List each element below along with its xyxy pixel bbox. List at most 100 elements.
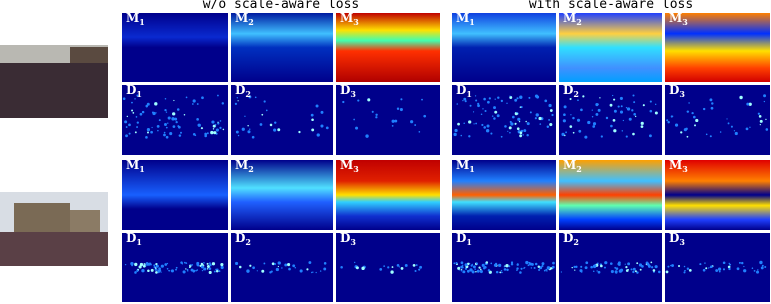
label-base: D — [456, 231, 466, 245]
density-dot — [746, 102, 750, 106]
density-dot — [592, 270, 595, 273]
density-dot — [136, 269, 139, 272]
density-dot — [136, 126, 139, 129]
density-dot — [206, 132, 209, 135]
label-base: D — [669, 83, 679, 97]
density-dot — [204, 132, 207, 136]
density-dot — [596, 270, 598, 272]
density-dot — [275, 267, 279, 272]
heatmap — [452, 160, 556, 230]
density-dot — [259, 123, 263, 126]
density-dot — [261, 113, 264, 116]
density-dot — [247, 130, 251, 134]
density-dot — [464, 100, 467, 103]
density-dot — [650, 261, 653, 264]
density-dot — [479, 269, 483, 274]
density-dot — [323, 262, 327, 265]
label-base: M — [563, 11, 576, 25]
density-dot — [590, 265, 593, 269]
density-dot — [639, 268, 642, 271]
density-dot — [514, 98, 518, 102]
density-dot — [141, 110, 145, 114]
density-dot — [573, 265, 576, 269]
density-dot — [481, 123, 484, 127]
density-dot — [217, 122, 220, 125]
density-dot — [141, 269, 145, 273]
density-dot — [483, 126, 486, 129]
density-dot — [758, 115, 762, 118]
density-dot — [414, 269, 417, 273]
panel-label: D2 — [235, 83, 251, 99]
density-dot — [480, 113, 483, 116]
density-dot — [212, 124, 216, 128]
density-dot — [627, 262, 631, 266]
density-dot — [705, 133, 708, 136]
density-dot — [126, 115, 129, 118]
density-dot — [764, 266, 767, 269]
density-dot — [495, 270, 499, 274]
density-dot — [658, 270, 661, 274]
density-dot — [128, 132, 131, 135]
panel-label: M3 — [340, 158, 359, 174]
density-dot — [292, 264, 296, 268]
panel-label: D2 — [563, 83, 579, 99]
label-base: D — [126, 231, 136, 245]
density-dot — [719, 131, 722, 133]
density-dot — [488, 270, 492, 274]
density-dot — [734, 131, 738, 136]
density-dot — [613, 129, 617, 133]
density-dot — [498, 263, 502, 268]
density-dot — [214, 123, 217, 126]
density-dot — [619, 96, 623, 100]
density-dot — [136, 121, 139, 124]
density-dot — [702, 107, 706, 111]
density-dot — [756, 270, 760, 274]
density-dot — [487, 100, 490, 104]
panel-label: D3 — [340, 231, 356, 247]
label-base: D — [126, 83, 136, 97]
density-dot — [688, 268, 692, 272]
density-dot — [722, 268, 726, 271]
label-base: M — [340, 11, 353, 25]
density-dot — [474, 95, 477, 97]
density-dot — [579, 269, 583, 273]
density-dot — [248, 95, 252, 99]
density-dot — [273, 128, 277, 132]
density-dot — [484, 109, 487, 113]
label-sub: 1 — [139, 17, 145, 27]
density-dot — [154, 268, 158, 271]
density-dot — [683, 128, 687, 132]
density-dot — [238, 265, 242, 269]
density-dot — [617, 105, 620, 108]
density-dot — [387, 266, 390, 269]
density-dot — [200, 265, 204, 269]
density-dot — [485, 128, 490, 133]
density-dot — [457, 122, 460, 126]
density-dot — [563, 113, 566, 117]
density-dot — [391, 125, 394, 127]
density-dot — [509, 120, 512, 124]
density-dot — [640, 121, 644, 125]
density-dot — [210, 130, 214, 135]
density-dot — [584, 266, 588, 270]
density-dot — [475, 99, 478, 102]
density-dot — [631, 109, 634, 112]
density-dot — [158, 119, 161, 122]
density-dot — [600, 264, 603, 268]
density-dot — [622, 119, 625, 122]
density-dot — [759, 260, 763, 265]
density-dot — [684, 269, 686, 272]
density-dot — [156, 124, 160, 128]
density-dot — [614, 266, 617, 269]
density-dot — [500, 99, 504, 103]
density-dot — [468, 120, 472, 124]
density-dot — [609, 103, 613, 107]
density-dot — [460, 261, 464, 265]
label-sub: 1 — [136, 89, 142, 99]
label-sub: 3 — [350, 237, 356, 247]
panel-label: M2 — [235, 11, 254, 27]
panel-label: D3 — [669, 231, 685, 247]
density-dot — [287, 263, 291, 267]
density-dot — [150, 268, 154, 272]
